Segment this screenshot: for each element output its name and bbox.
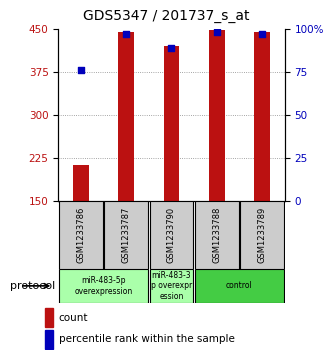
Text: control: control <box>226 281 253 290</box>
Text: percentile rank within the sample: percentile rank within the sample <box>59 334 235 344</box>
Bar <box>59 269 148 303</box>
Point <box>259 31 265 37</box>
Point <box>78 68 84 73</box>
Text: miR-483-3
p overexpr
ession: miR-483-3 p overexpr ession <box>151 271 192 301</box>
Bar <box>195 201 238 269</box>
Bar <box>150 201 193 269</box>
Point <box>169 45 174 51</box>
Text: protocol: protocol <box>10 281 55 291</box>
Bar <box>59 201 103 269</box>
Bar <box>209 30 225 201</box>
Bar <box>195 269 284 303</box>
Text: GSM1233788: GSM1233788 <box>212 207 221 263</box>
Text: GSM1233787: GSM1233787 <box>122 207 131 263</box>
Point <box>124 31 129 37</box>
Text: GSM1233786: GSM1233786 <box>76 207 86 263</box>
Bar <box>254 32 270 201</box>
Text: miR-483-5p
overexpression: miR-483-5p overexpression <box>75 276 133 295</box>
Text: GDS5347 / 201737_s_at: GDS5347 / 201737_s_at <box>83 9 250 23</box>
Point <box>214 29 219 35</box>
Bar <box>45 330 53 348</box>
Bar <box>105 201 148 269</box>
Bar <box>73 165 89 201</box>
Bar <box>118 32 134 201</box>
Bar <box>164 46 179 201</box>
Text: GSM1233789: GSM1233789 <box>257 207 267 263</box>
Text: count: count <box>59 313 88 323</box>
Text: GSM1233790: GSM1233790 <box>167 207 176 263</box>
Bar <box>45 309 53 327</box>
Bar <box>150 269 193 303</box>
Bar <box>240 201 284 269</box>
